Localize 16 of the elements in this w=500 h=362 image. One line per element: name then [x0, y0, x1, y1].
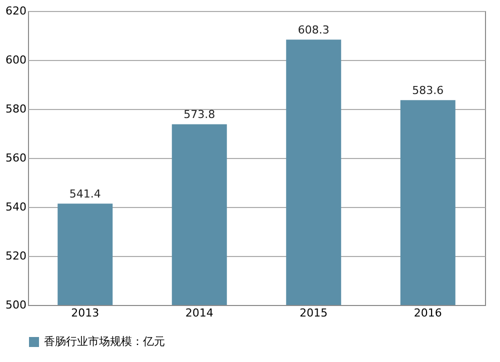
data-label: 573.8: [184, 108, 216, 122]
legend-label: 香肠行业市场规模：亿元: [44, 335, 165, 348]
y-tick-label: 520: [6, 250, 26, 262]
x-tick-label: 2014: [185, 306, 214, 320]
x-tick-label: 2016: [414, 306, 442, 320]
data-label: 583.6: [412, 84, 444, 98]
y-tick-label: 500: [6, 298, 26, 312]
y-tick-label: 600: [6, 54, 26, 66]
y-tick-label: 560: [6, 152, 26, 164]
data-label: 608.3: [298, 24, 330, 37]
y-tick-label: 580: [6, 102, 26, 116]
y-tick-label: 540: [6, 200, 26, 214]
x-tick-label: 2013: [71, 306, 100, 320]
y-tick-label: 620: [6, 4, 26, 18]
x-tick-label: 2015: [300, 306, 328, 320]
data-label: 541.4: [69, 188, 101, 201]
